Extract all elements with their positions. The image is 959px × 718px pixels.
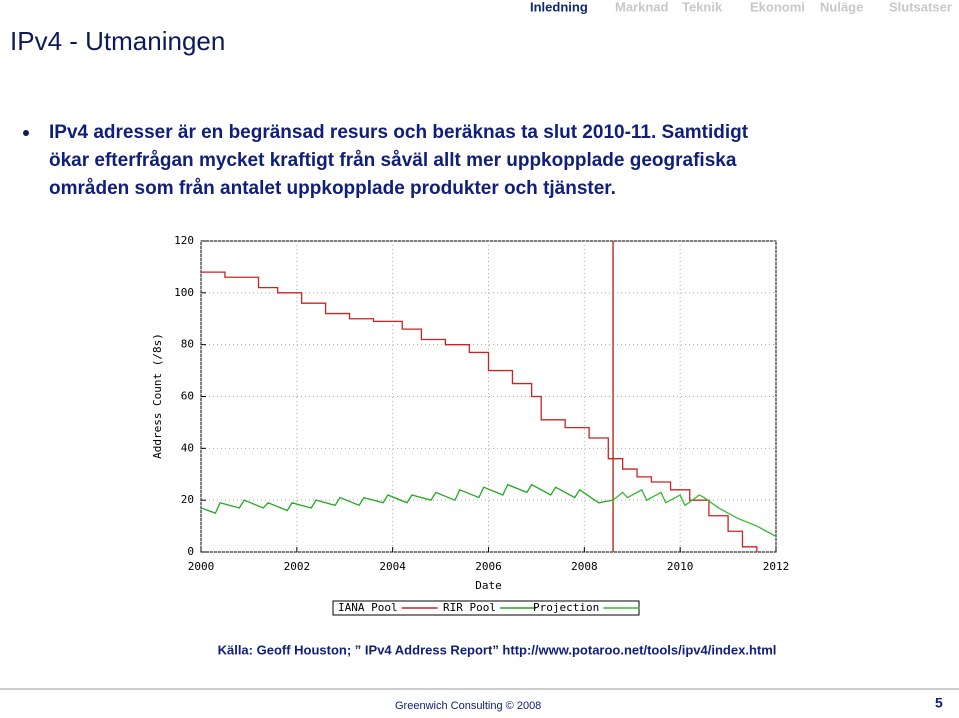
legend-label: RIR Pool <box>443 601 496 614</box>
nav-item[interactable]: Inledning <box>530 0 588 14</box>
nav-item[interactable]: Marknad <box>615 0 669 14</box>
y-axis-label: Address Count (/8s) <box>151 333 164 459</box>
chart: 0 20 40 60 80 100 120 2000 2002 2004 2006 2008 2010 2… <box>151 234 790 616</box>
nav-item[interactable]: Nuläge <box>820 0 863 14</box>
bullet-line: områden som från antalet uppkopplade pro… <box>49 178 616 199</box>
y-tick-label: 80 <box>181 338 194 351</box>
footer-company: Greenwich Consulting © 2008 <box>395 700 541 712</box>
series-line <box>201 271 758 552</box>
bullet-text: IPv4 adresser är en begränsad resurs och… <box>49 122 749 199</box>
bullet-dot <box>23 130 29 136</box>
y-tick-label: 60 <box>181 390 194 403</box>
x-tick-label: 2006 <box>475 560 502 573</box>
y-tick-label: 0 <box>187 545 194 558</box>
y-tick-label: 20 <box>181 493 194 506</box>
series-line <box>200 483 614 514</box>
x-tick-label: 2008 <box>571 560 598 573</box>
legend-label: Projection <box>533 601 599 614</box>
nav-item[interactable]: Teknik <box>682 0 723 14</box>
x-axis-label: Date <box>475 579 502 592</box>
y-tick-label: 40 <box>181 441 194 454</box>
bullet-line: ökar efterfrågan mycket kraftigt från så… <box>49 150 737 171</box>
y-tick-label: 100 <box>174 286 194 299</box>
bullet-line: IPv4 adresser är en begränsad resurs och… <box>49 122 749 143</box>
slide-title: IPv4 - Utmaningen <box>10 26 225 56</box>
y-tick-label: 120 <box>174 234 194 247</box>
source: Källa: Geoff Houston; ” IPv4 Address Rep… <box>218 642 777 657</box>
nav-item[interactable]: Ekonomi <box>750 0 805 14</box>
x-tick-label: 2000 <box>188 560 215 573</box>
series-line <box>612 488 777 538</box>
x-tick-label: 2004 <box>379 560 406 573</box>
legend-label: IANA Pool <box>338 601 398 614</box>
x-tick-label: 2002 <box>284 560 311 573</box>
nav: Inledning Marknad Teknik Ekonomi Nuläge … <box>530 0 952 14</box>
x-tick-label: 2012 <box>763 560 790 573</box>
page-number: 5 <box>935 695 943 711</box>
nav-item[interactable]: Slutsatser <box>889 0 952 14</box>
x-tick-label: 2010 <box>667 560 694 573</box>
